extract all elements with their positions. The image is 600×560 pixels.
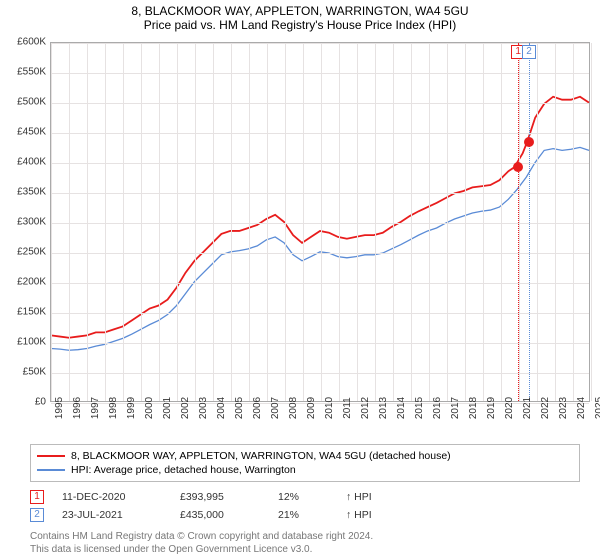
y-tick-label: £450K [17, 127, 46, 138]
x-tick-label: 2011 [342, 397, 353, 419]
x-tick-label: 2003 [198, 397, 209, 419]
y-tick-label: £200K [17, 277, 46, 288]
x-tick-label: 1998 [108, 397, 119, 419]
chart-subtitle: Price paid vs. HM Land Registry's House … [0, 18, 600, 36]
x-tick-label: 2007 [270, 397, 281, 419]
y-tick-label: £300K [17, 217, 46, 228]
y-tick-label: £600K [17, 37, 46, 48]
sale-date: 23-JUL-2021 [62, 509, 162, 521]
marker-box: 2 [522, 45, 536, 59]
x-tick-label: 2023 [558, 397, 569, 419]
legend-box: 8, BLACKMOOR WAY, APPLETON, WARRINGTON, … [30, 444, 580, 482]
legend-row: HPI: Average price, detached house, Warr… [37, 463, 573, 477]
attribution: Contains HM Land Registry data © Crown c… [30, 530, 580, 556]
x-tick-label: 2005 [234, 397, 245, 419]
sale-delta: 21% [278, 509, 328, 521]
legend-row: 8, BLACKMOOR WAY, APPLETON, WARRINGTON, … [37, 449, 573, 463]
x-axis: 1995199619971998199920002001200220032004… [50, 404, 590, 444]
sale-price: £393,995 [180, 491, 260, 503]
x-tick-label: 2006 [252, 397, 263, 419]
y-tick-label: £250K [17, 247, 46, 258]
x-tick-label: 1997 [90, 397, 101, 419]
y-tick-label: £150K [17, 307, 46, 318]
x-tick-label: 1999 [126, 397, 137, 419]
y-tick-label: £400K [17, 157, 46, 168]
sale-badge: 1 [30, 490, 44, 504]
marker-line [518, 43, 519, 401]
x-tick-label: 2021 [522, 397, 533, 419]
legend-swatch [37, 455, 65, 457]
marker-line [529, 43, 530, 401]
x-tick-label: 1995 [54, 397, 65, 419]
sales-table: 1 11-DEC-2020 £393,995 12% HPI 2 23-JUL-… [30, 488, 580, 524]
y-axis: £0£50K£100K£150K£200K£250K£300K£350K£400… [0, 42, 48, 402]
sale-delta-label: HPI [346, 491, 372, 503]
legend-label: 8, BLACKMOOR WAY, APPLETON, WARRINGTON, … [71, 450, 451, 462]
y-tick-label: £350K [17, 187, 46, 198]
y-tick-label: £0 [35, 397, 46, 408]
x-tick-label: 2020 [504, 397, 515, 419]
x-tick-label: 2024 [576, 397, 587, 419]
x-tick-label: 2013 [378, 397, 389, 419]
sales-row: 2 23-JUL-2021 £435,000 21% HPI [30, 506, 580, 524]
x-tick-label: 2009 [306, 397, 317, 419]
x-tick-label: 2008 [288, 397, 299, 419]
sale-delta-label: HPI [346, 509, 372, 521]
x-tick-label: 2001 [162, 397, 173, 419]
chart-title: 8, BLACKMOOR WAY, APPLETON, WARRINGTON, … [0, 0, 600, 18]
x-tick-label: 2017 [450, 397, 461, 419]
x-tick-label: 2002 [180, 397, 191, 419]
x-tick-label: 2004 [216, 397, 227, 419]
x-tick-label: 2025 [594, 397, 600, 419]
x-tick-label: 1996 [72, 397, 83, 419]
sale-marker-dot [524, 137, 534, 147]
plot-area: 12 [50, 42, 590, 402]
legend-label: HPI: Average price, detached house, Warr… [71, 464, 296, 476]
sales-row: 1 11-DEC-2020 £393,995 12% HPI [30, 488, 580, 506]
x-tick-label: 2016 [432, 397, 443, 419]
sale-date: 11-DEC-2020 [62, 491, 162, 503]
legend-swatch [37, 469, 65, 471]
x-tick-label: 2014 [396, 397, 407, 419]
attribution-line: This data is licensed under the Open Gov… [30, 543, 580, 556]
sale-badge: 2 [30, 508, 44, 522]
x-tick-label: 2022 [540, 397, 551, 419]
y-tick-label: £550K [17, 67, 46, 78]
sale-delta: 12% [278, 491, 328, 503]
x-tick-label: 2012 [360, 397, 371, 419]
chart-svg [51, 43, 589, 401]
x-tick-label: 2015 [414, 397, 425, 419]
x-tick-label: 2010 [324, 397, 335, 419]
x-tick-label: 2018 [468, 397, 479, 419]
sale-marker-dot [513, 162, 523, 172]
y-tick-label: £50K [23, 367, 46, 378]
attribution-line: Contains HM Land Registry data © Crown c… [30, 530, 580, 543]
y-tick-label: £100K [17, 337, 46, 348]
x-tick-label: 2019 [486, 397, 497, 419]
sale-price: £435,000 [180, 509, 260, 521]
y-tick-label: £500K [17, 97, 46, 108]
legend-container: 8, BLACKMOOR WAY, APPLETON, WARRINGTON, … [30, 444, 580, 556]
x-tick-label: 2000 [144, 397, 155, 419]
